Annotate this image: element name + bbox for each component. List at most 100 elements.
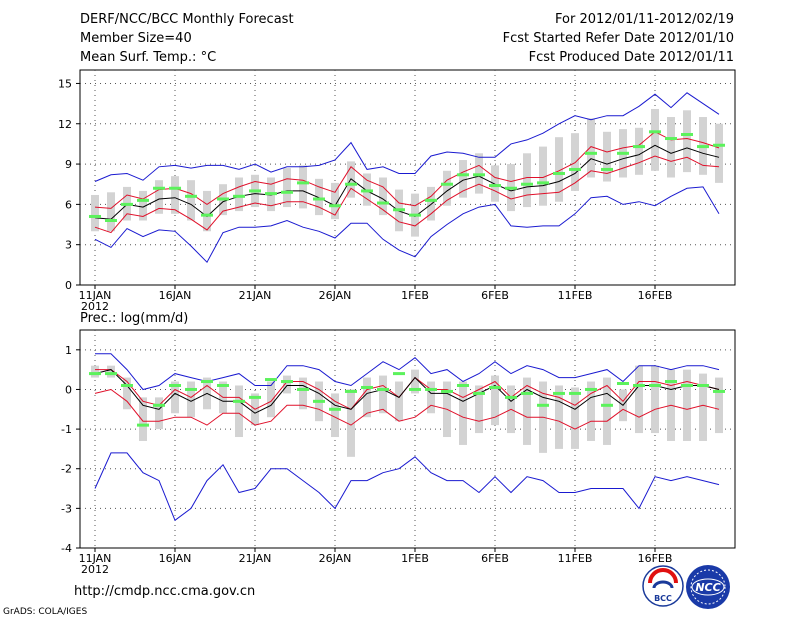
prec-median-marker [297, 387, 309, 391]
prec-median-marker [265, 378, 277, 382]
prec-spread-box [107, 365, 115, 378]
prec-minus-sd-line [94, 388, 720, 430]
prec-median-marker [489, 385, 501, 389]
temp-spread-box [107, 192, 115, 232]
temp-median-marker [121, 202, 133, 206]
temp-xtick-label: 11JAN [79, 289, 112, 302]
prec-median-marker [217, 383, 229, 387]
prec-spread-box [123, 377, 131, 410]
temp-median-marker [393, 208, 405, 212]
prec-xtick-label: 11JAN [79, 552, 112, 565]
temp-median-marker [313, 197, 325, 201]
temperature-panel: 0 3 6 9 12 15 11JAN 16JAN 21JAN 26JAN 1FEB 6FEB 11FE… [58, 69, 736, 313]
prec-median-marker [121, 383, 133, 387]
temp-median-marker [233, 194, 245, 198]
temp-spread-box [539, 146, 547, 206]
prec-spread-box [171, 381, 179, 414]
prec-median-marker [649, 383, 661, 387]
forecast-period-label: For 2012/01/11-2012/02/19 [555, 12, 734, 27]
prec-median-marker [249, 395, 261, 399]
prec-median-marker [537, 403, 549, 407]
prec-ytick-label: -4 [61, 542, 72, 555]
temp-median-marker [473, 173, 485, 177]
temp-spread-box [523, 153, 531, 208]
prec-median-marker [393, 372, 405, 376]
prec-spread-box [635, 365, 643, 434]
temp-spread-box [555, 137, 563, 202]
precip-panel-title: Prec.: log(mm/d) [80, 311, 188, 326]
temp-spread-box [635, 127, 643, 175]
prec-xtick-label: 11FEB [558, 552, 593, 565]
prec-median-marker [185, 387, 197, 391]
temp-median-marker [377, 201, 389, 205]
temp-spread-box [651, 108, 659, 171]
prec-median-marker [441, 389, 453, 393]
prec-median-marker [361, 385, 373, 389]
prec-spread-box [491, 375, 499, 426]
temp-median-marker [617, 151, 629, 155]
temp-spread-box [155, 180, 163, 214]
temp-median-marker [281, 190, 293, 194]
prec-ytick-label: 0 [65, 383, 72, 396]
temp-median-marker [153, 186, 165, 190]
temp-mean-line [94, 144, 720, 220]
prec-spread-box [427, 381, 435, 414]
temp-median-marker [89, 214, 101, 218]
prec-median-marker [313, 399, 325, 403]
bcc-logo: BCC [642, 565, 684, 607]
temp-median-marker [585, 151, 597, 155]
temp-median-marker [713, 143, 725, 147]
prec-spread-box [91, 365, 99, 378]
temp-spread-box [667, 117, 675, 178]
prec-spread-box [187, 381, 195, 418]
forecast-produced-label: Fcst Produced Date 2012/01/11 [529, 50, 734, 65]
temp-median-marker [409, 213, 421, 217]
temp-median-marker [201, 213, 213, 217]
prec-median-marker [713, 389, 725, 393]
temp-spread-box [603, 131, 611, 182]
temp-median-marker [457, 173, 469, 177]
prec-ytick-label: 1 [65, 344, 72, 357]
temp-median-marker [649, 130, 661, 134]
temp-median-marker [329, 204, 341, 208]
temp-xtick-label: 26JAN [319, 289, 352, 302]
prec-median-marker [457, 383, 469, 387]
temp-ytick-label: 0 [65, 279, 72, 292]
prec-spread-box [683, 369, 691, 441]
prec-median-marker [617, 382, 629, 386]
prec-spread-box [139, 397, 147, 441]
prec-median-marker [521, 391, 533, 395]
prec-median-marker [329, 407, 341, 411]
temp-ytick-label: 3 [65, 239, 72, 252]
prec-mean-line [94, 369, 720, 414]
temp-ytick-label: 12 [58, 118, 72, 131]
temp-spread-box [187, 180, 195, 221]
prec-median-marker [345, 389, 357, 393]
prec-ytick-label: -2 [61, 463, 72, 476]
temp-ytick-label: 6 [65, 198, 72, 211]
temp-spread-box [299, 165, 307, 209]
temp-median-marker [425, 198, 437, 202]
grads-credit: GrADS: COLA/IGES [3, 607, 87, 617]
prec-median-marker [409, 387, 421, 391]
prec-ytick-label: -3 [61, 502, 72, 515]
website-url[interactable]: http://cmdp.ncc.cma.gov.cn [74, 584, 255, 599]
ncc-logo: NCC [686, 565, 730, 609]
temp-median-marker [553, 171, 565, 175]
prec-spread-box [603, 377, 611, 445]
temp-xtick-label: 16FEB [638, 289, 673, 302]
prec-median-marker [633, 383, 645, 387]
temp-ytick-label: 15 [58, 77, 72, 90]
prec-spread-box [699, 373, 707, 441]
temp-median-marker [601, 167, 613, 171]
temp-plus-sd-line [94, 131, 720, 209]
temp-median-marker [217, 197, 229, 201]
prec-xtick-label: 16JAN [159, 552, 192, 565]
prec-spread-box [363, 377, 371, 418]
prec-spread-box [523, 377, 531, 445]
temp-spread-box [283, 168, 291, 208]
bcc-logo-text: BCC [654, 594, 672, 603]
temp-median-marker [105, 219, 117, 222]
temp-median-marker [169, 186, 181, 190]
temp-spread-box [491, 165, 499, 202]
